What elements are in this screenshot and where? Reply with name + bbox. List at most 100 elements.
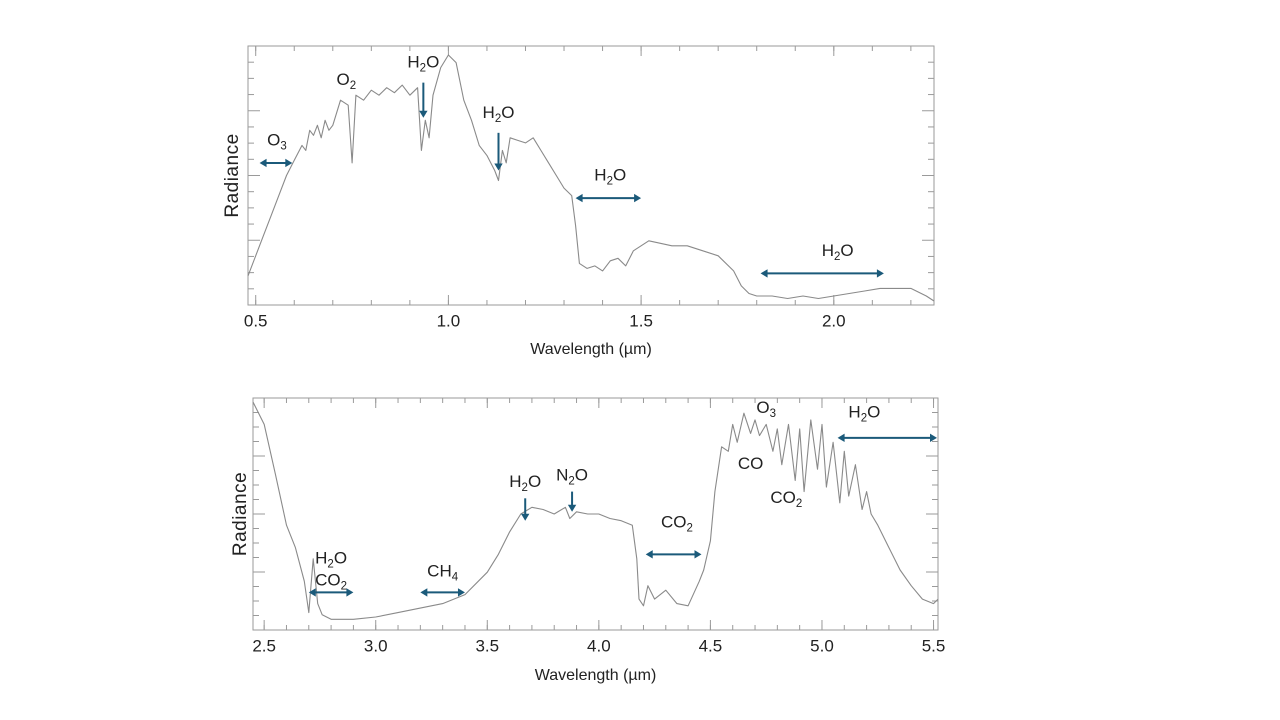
band-arrow-head-right	[876, 269, 884, 278]
band-annotation-4: H2O	[575, 166, 642, 203]
band-7-label-sub: 2	[796, 498, 802, 510]
band-5-label: H2O	[822, 241, 854, 263]
band-3-label-sub: 2	[495, 113, 501, 125]
band-annotation-3: H2O	[483, 103, 515, 171]
band-2-label-main: H	[407, 53, 419, 72]
band-annotation-2: H2O	[407, 53, 439, 118]
band-0-label-main: O	[267, 130, 280, 149]
band-2-label-sub: 2	[420, 63, 426, 75]
band-arrow-head-left	[760, 269, 768, 278]
band-4-label-sub: 2	[607, 176, 613, 188]
lower-spectrum-panel: 2.5 3.0 3.5 4.0 4.5 5.0 5.5 Wavelength (µm) Radi…	[230, 397, 946, 684]
x-tick-label: 2.0	[822, 311, 846, 330]
x-tick-label: 5.5	[922, 636, 946, 655]
band-annotation-8: H2O	[837, 403, 937, 443]
band-7-label: CO2	[770, 488, 802, 510]
band-arrow-head-down	[521, 513, 530, 521]
band-0-label-main: H	[315, 548, 327, 567]
band-7-label-main: CO	[770, 488, 796, 507]
band-4-label-main: CO	[661, 512, 687, 531]
band-4-label: H2O	[594, 166, 626, 188]
band-0-label: O3	[267, 130, 287, 152]
band-4-label-main: H	[594, 166, 606, 185]
band-2-label: H2O	[407, 53, 439, 75]
band-annotation-4: CO2	[645, 512, 702, 559]
band-arrow-head-down	[419, 110, 428, 118]
y-axis-title: Radiance	[222, 133, 243, 217]
band-2-label-tail: O	[528, 472, 541, 491]
band-arrow-head-left	[575, 193, 583, 203]
band-8-label: H2O	[848, 403, 880, 425]
band-5-label-main: H	[822, 241, 834, 260]
band-0-label-sub: 3	[280, 140, 286, 152]
band-0-label-tail: O	[334, 548, 347, 567]
band-5-label-tail: O	[840, 241, 853, 260]
spectrum-line-0	[252, 401, 939, 620]
band-1-label: O2	[336, 70, 356, 92]
band-6-label-main: CO	[738, 454, 764, 473]
x-axis-title: Wavelength (µm)	[535, 667, 657, 684]
band-1-label-main: CH	[427, 562, 452, 581]
x-axis-title: Wavelength (µm)	[530, 341, 652, 358]
y-axis-title: Radiance	[230, 472, 251, 556]
x-tick-label: 1.5	[629, 311, 653, 330]
band-arrow-head-right	[346, 588, 354, 597]
band-arrow-head-down	[494, 163, 503, 171]
band-arrow-head-right	[694, 550, 702, 559]
band-arrow-head-left	[645, 550, 653, 559]
band-0-label: H2O	[315, 548, 347, 570]
band-annotation-1: CH4	[420, 562, 465, 597]
band-2-label-main: H	[509, 472, 521, 491]
band-arrow-head-left	[420, 588, 428, 597]
band-2-label-tail: O	[426, 53, 439, 72]
band-annotation-0: O3	[259, 130, 293, 168]
x-tick-label: 4.0	[587, 636, 611, 655]
band-5-label-sub: 3	[770, 408, 776, 420]
band-5-label-sub: 2	[834, 251, 840, 263]
band-0-label-sub: 2	[327, 558, 333, 570]
band-annotation-3: N2O	[556, 465, 588, 512]
band-annotation-1: O2	[336, 70, 356, 92]
band-0-line2-label-sub: 2	[341, 580, 347, 592]
band-1-label-main: O	[336, 70, 349, 89]
band-annotation-2: H2O	[509, 472, 541, 521]
band-1-label-sub: 4	[452, 572, 459, 584]
band-8-label-tail: O	[867, 403, 880, 422]
band-3-label-tail: O	[501, 103, 514, 122]
band-4-label-sub: 2	[686, 522, 692, 534]
band-6-label: CO	[738, 454, 764, 473]
band-0-line2-label-main: CO	[315, 570, 341, 589]
band-arrow-head-right	[285, 158, 293, 168]
x-tick-label: 0.5	[244, 311, 268, 330]
band-3-label-tail: O	[575, 465, 588, 484]
band-2-label: H2O	[509, 472, 541, 494]
band-3-label: N2O	[556, 465, 588, 487]
band-2-label-sub: 2	[522, 482, 528, 494]
band-arrow-head-left	[308, 588, 316, 597]
x-tick-label: 1.0	[437, 311, 461, 330]
band-0-line2-label: CO2	[315, 570, 347, 592]
band-3-label: H2O	[483, 103, 515, 125]
band-annotation-7: CO2	[770, 488, 802, 510]
x-tick-label: 5.0	[810, 636, 834, 655]
band-3-label-main: H	[483, 103, 495, 122]
band-arrow-head-down	[567, 504, 577, 512]
band-arrow-head-left	[259, 158, 267, 168]
band-annotation-6: CO	[738, 454, 764, 473]
band-3-label-main: N	[556, 465, 568, 484]
x-tick-label: 4.5	[699, 636, 723, 655]
band-arrow-head-left	[837, 433, 845, 443]
band-8-label-sub: 2	[861, 413, 867, 425]
x-tick-label: 3.5	[475, 636, 499, 655]
band-4-label-tail: O	[613, 166, 626, 185]
band-3-label-sub: 2	[568, 475, 574, 487]
band-4-label: CO2	[661, 512, 693, 534]
band-arrow-head-right	[930, 433, 937, 443]
band-5-label: O3	[756, 398, 776, 420]
band-1-label: CH4	[427, 562, 459, 584]
band-1-label-sub: 2	[350, 80, 356, 92]
x-tick-label: 2.5	[252, 636, 276, 655]
